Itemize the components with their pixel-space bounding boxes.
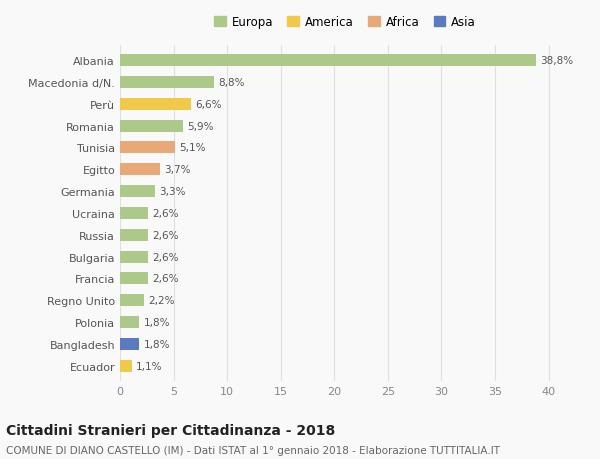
Bar [120, 295, 143, 307]
Text: 2,6%: 2,6% [152, 252, 179, 262]
Text: 2,2%: 2,2% [148, 296, 175, 305]
Text: 2,6%: 2,6% [152, 208, 179, 218]
Text: 1,8%: 1,8% [143, 339, 170, 349]
Text: Cittadini Stranieri per Cittadinanza - 2018: Cittadini Stranieri per Cittadinanza - 2… [6, 423, 335, 437]
Text: 5,9%: 5,9% [187, 122, 214, 131]
Text: 38,8%: 38,8% [540, 56, 573, 66]
Bar [120, 142, 175, 154]
Bar [120, 273, 148, 285]
Text: COMUNE DI DIANO CASTELLO (IM) - Dati ISTAT al 1° gennaio 2018 - Elaborazione TUT: COMUNE DI DIANO CASTELLO (IM) - Dati IST… [6, 446, 500, 455]
Bar [120, 316, 139, 328]
Text: 2,6%: 2,6% [152, 230, 179, 240]
Text: 5,1%: 5,1% [179, 143, 205, 153]
Bar [120, 186, 155, 198]
Text: 1,8%: 1,8% [143, 317, 170, 327]
Bar [120, 207, 148, 219]
Text: 3,3%: 3,3% [160, 187, 186, 196]
Legend: Europa, America, Africa, Asia: Europa, America, Africa, Asia [209, 11, 481, 34]
Text: 2,6%: 2,6% [152, 274, 179, 284]
Bar [120, 229, 148, 241]
Bar [120, 251, 148, 263]
Bar [120, 55, 536, 67]
Text: 1,1%: 1,1% [136, 361, 163, 371]
Text: 3,7%: 3,7% [164, 165, 190, 175]
Bar [120, 164, 160, 176]
Text: 8,8%: 8,8% [218, 78, 245, 88]
Text: 6,6%: 6,6% [195, 100, 221, 110]
Bar [120, 338, 139, 350]
Bar [120, 360, 132, 372]
Bar [120, 77, 214, 89]
Bar [120, 120, 183, 132]
Bar [120, 99, 191, 111]
